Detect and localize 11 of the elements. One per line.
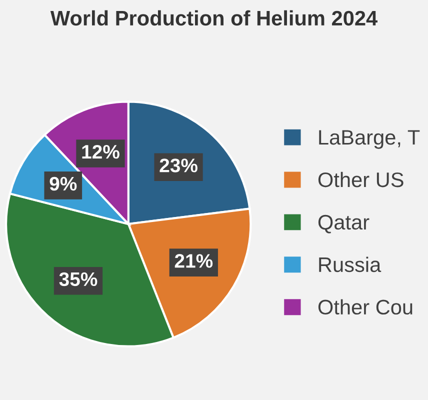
data-label: 9%	[50, 176, 77, 191]
data-label: 35%	[59, 272, 98, 286]
legend-label: LaBarge, T	[319, 130, 420, 149]
data-label: 12%	[82, 144, 120, 159]
legend-label: Russia	[319, 256, 382, 272]
data-label: 23%	[160, 158, 198, 172]
chart-title: World Production of Helium 2024	[50, 10, 378, 26]
legend-label: Qatar	[318, 214, 370, 234]
legend-label: Other US	[318, 172, 404, 188]
data-label: 21%	[174, 254, 213, 268]
legend-label: Other Cou	[318, 299, 412, 315]
